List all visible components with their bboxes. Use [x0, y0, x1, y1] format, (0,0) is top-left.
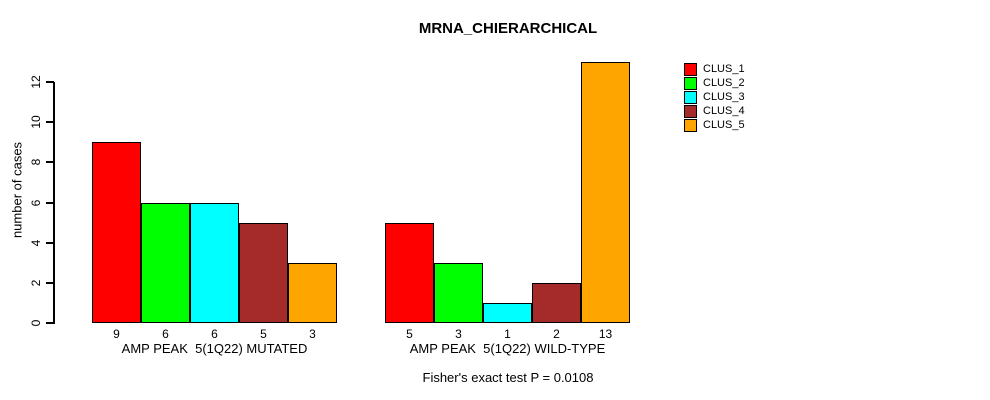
footnote: Fisher's exact test P = 0.0108 — [422, 370, 594, 385]
bar-value-labels-group-2: 5 3 1 2 13 — [385, 327, 630, 341]
legend-swatch-icon — [684, 118, 697, 132]
legend: CLUS_1 CLUS_2 CLUS_3 CLUS_4 CLUS_5 — [684, 62, 745, 132]
bar-group-1 — [92, 142, 337, 323]
bar-group-2 — [385, 62, 630, 323]
chart-title: MRNA_CHIERARCHICAL — [418, 20, 598, 37]
bar-clus_1-group1 — [92, 142, 141, 323]
y-tick-label-12: 12 — [29, 75, 43, 89]
bar-clus_3-group2 — [483, 303, 532, 323]
legend-label: CLUS_5 — [703, 119, 745, 131]
bar-value-label: 5 — [260, 327, 267, 341]
y-tick-12 — [46, 81, 54, 83]
bar-value-labels-group-1: 9 6 6 5 3 — [92, 327, 337, 341]
y-tick-10 — [46, 121, 54, 123]
y-tick-label-6: 6 — [29, 199, 43, 207]
y-tick-8 — [46, 161, 54, 163]
bar-value-label: 3 — [309, 327, 316, 341]
legend-swatch-icon — [684, 90, 697, 104]
bar-value-label: 1 — [504, 327, 511, 341]
y-tick-label-4: 4 — [29, 239, 43, 247]
bar-clus_5-group2 — [581, 62, 630, 323]
group-label-1: AMP PEAK 5(1Q22) MUTATED — [121, 341, 308, 356]
bar-clus_5-group1 — [288, 263, 337, 323]
legend-swatch-icon — [684, 104, 697, 118]
legend-item-clus_4: CLUS_4 — [684, 104, 745, 118]
bar-clus_2-group2 — [434, 263, 483, 323]
legend-label: CLUS_1 — [703, 63, 745, 75]
y-axis-label: number of cases — [9, 141, 25, 239]
y-tick-label-8: 8 — [29, 158, 43, 166]
legend-item-clus_1: CLUS_1 — [684, 62, 745, 76]
bar-value-label: 13 — [598, 327, 613, 341]
bar-clus_4-group2 — [532, 283, 581, 323]
bar-clus_2-group1 — [141, 203, 190, 323]
legend-item-clus_2: CLUS_2 — [684, 76, 745, 90]
bar-value-label: 5 — [406, 327, 413, 341]
group-label-2: AMP PEAK 5(1Q22) WILD-TYPE — [409, 341, 606, 356]
bar-value-label: 6 — [162, 327, 169, 341]
y-tick-label-0: 0 — [29, 319, 43, 327]
y-axis-line — [53, 82, 55, 324]
bar-value-label: 6 — [211, 327, 218, 341]
legend-label: CLUS_3 — [703, 91, 745, 103]
legend-swatch-icon — [684, 62, 697, 76]
legend-item-clus_5: CLUS_5 — [684, 118, 745, 132]
y-tick-0 — [46, 322, 54, 324]
y-tick-label-2: 2 — [29, 279, 43, 287]
bar-value-label: 9 — [113, 327, 120, 341]
legend-item-clus_3: CLUS_3 — [684, 90, 745, 104]
bar-clus_3-group1 — [190, 203, 239, 323]
y-tick-label-10: 10 — [29, 115, 43, 129]
bar-value-label: 2 — [553, 327, 560, 341]
bar-clus_1-group2 — [385, 223, 434, 323]
legend-label: CLUS_4 — [703, 105, 745, 117]
y-tick-4 — [46, 242, 54, 244]
y-tick-6 — [46, 202, 54, 204]
legend-label: CLUS_2 — [703, 77, 745, 89]
legend-swatch-icon — [684, 76, 697, 90]
bar-clus_4-group1 — [239, 223, 288, 323]
y-tick-2 — [46, 282, 54, 284]
bar-value-label: 3 — [455, 327, 462, 341]
